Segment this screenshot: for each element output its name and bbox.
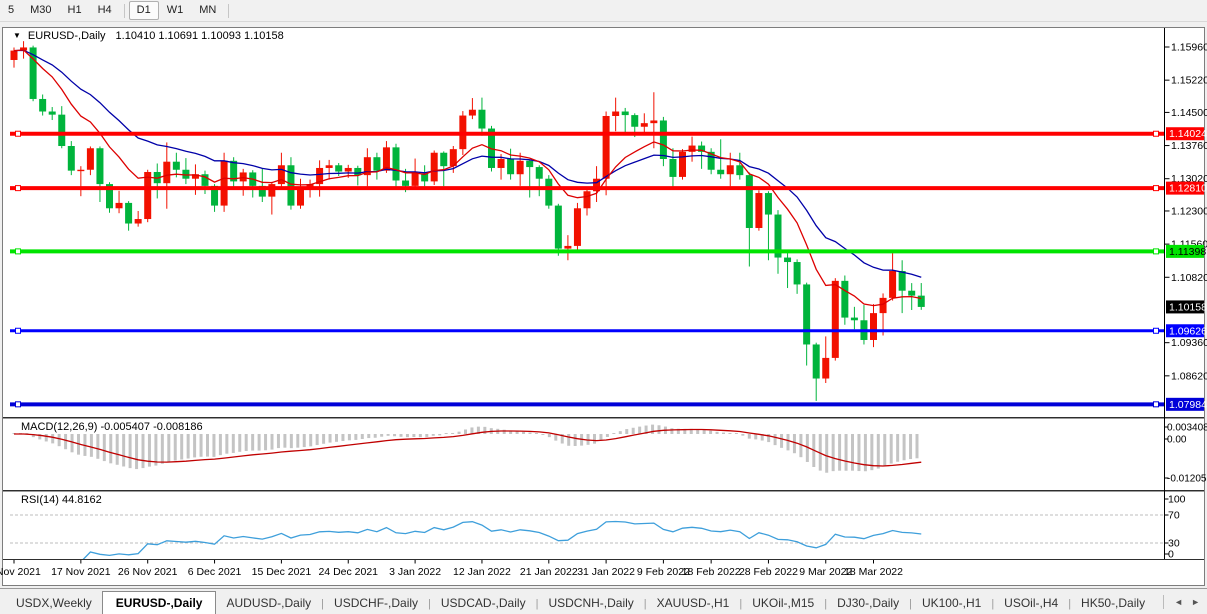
tab-separator: |	[643, 598, 647, 610]
tab-xauusd-h1[interactable]: XAUUSD-,H1	[656, 596, 730, 610]
timeframe-toolbar: 5 M30 H1 H4 D1 W1 MN	[0, 0, 1207, 22]
tab-audusd-daily[interactable]: AUDUSD-,Daily	[226, 596, 312, 610]
symbol-dropdown-icon[interactable]: ▼	[13, 31, 21, 40]
macd-indicator-label: MACD(12,26,9) -0.005407 -0.008186	[21, 421, 203, 433]
timeframe-button-d1[interactable]: D1	[128, 1, 159, 20]
tab-separator: |	[428, 598, 431, 610]
tab-separator: |	[991, 598, 995, 610]
timeframe-button-h1[interactable]: H1	[67, 4, 82, 16]
tab-scroll-right-icon[interactable]: ►	[1191, 597, 1200, 607]
tab-ukoil-m15[interactable]: UKOil-,M15	[752, 596, 815, 610]
tab-dj30-daily[interactable]: DJ30-,Daily	[837, 596, 900, 610]
tab-arrows-divider	[1163, 595, 1165, 609]
tab-separator: |	[321, 598, 325, 610]
tab-scroll-left-icon[interactable]: ◄	[1174, 597, 1184, 607]
toolbar-separator	[228, 3, 230, 18]
tab-scroll-controls: ◄ ►	[1157, 589, 1204, 614]
tab-usoil-h4[interactable]: USOil-,H4	[1004, 596, 1059, 610]
tab-separator: |	[824, 598, 828, 610]
chart-symbol-period: EURUSD-,Daily	[27, 30, 106, 42]
time-axis[interactable]	[3, 560, 1164, 585]
tab-usdchf-daily[interactable]: USDCHF-,Daily	[334, 596, 419, 610]
tab-separator: |	[535, 598, 539, 610]
timeframe-button-h4[interactable]: H4	[97, 4, 112, 16]
chart-ohlc-values: 1.10410 1.10691 1.10093 1.10158	[115, 30, 284, 42]
main-chart-pane[interactable]	[3, 28, 1164, 417]
chart-title: ▼ EURUSD-,Daily 1.10410 1.10691 1.10093 1.…	[13, 30, 284, 42]
tab-usdcnh-daily[interactable]: USDCNH-,Daily	[548, 596, 634, 610]
chart-tab-bar: USDX,Weekly EURUSD-,Daily AUDUSD-,Daily | US…	[0, 588, 1207, 614]
rsi-indicator-label: RSI(14) 44.8162	[21, 494, 102, 506]
tab-separator: |	[739, 598, 743, 610]
rsi-pane[interactable]	[3, 492, 1164, 559]
timeframe-button-m30[interactable]: M30	[30, 4, 52, 16]
tab-usdx-weekly[interactable]: USDX,Weekly	[16, 596, 92, 610]
tab-eurusd-daily[interactable]: EURUSD-,Daily	[101, 591, 217, 614]
timeframe-button-5[interactable]: 5	[8, 4, 15, 16]
timeframe-button-mn[interactable]: MN	[199, 4, 217, 16]
tab-separator: |	[1068, 598, 1072, 610]
timeframe-button-w1[interactable]: W1	[166, 4, 184, 16]
toolbar-separator	[123, 3, 125, 18]
tab-separator: |	[909, 598, 912, 610]
tab-uk100-h1[interactable]: UK100-,H1	[921, 596, 982, 610]
price-axis[interactable]	[1166, 28, 1205, 559]
tab-hk50-daily[interactable]: HK50-,Daily	[1081, 596, 1146, 610]
tab-usdcad-daily[interactable]: USDCAD-,Daily	[440, 596, 526, 610]
